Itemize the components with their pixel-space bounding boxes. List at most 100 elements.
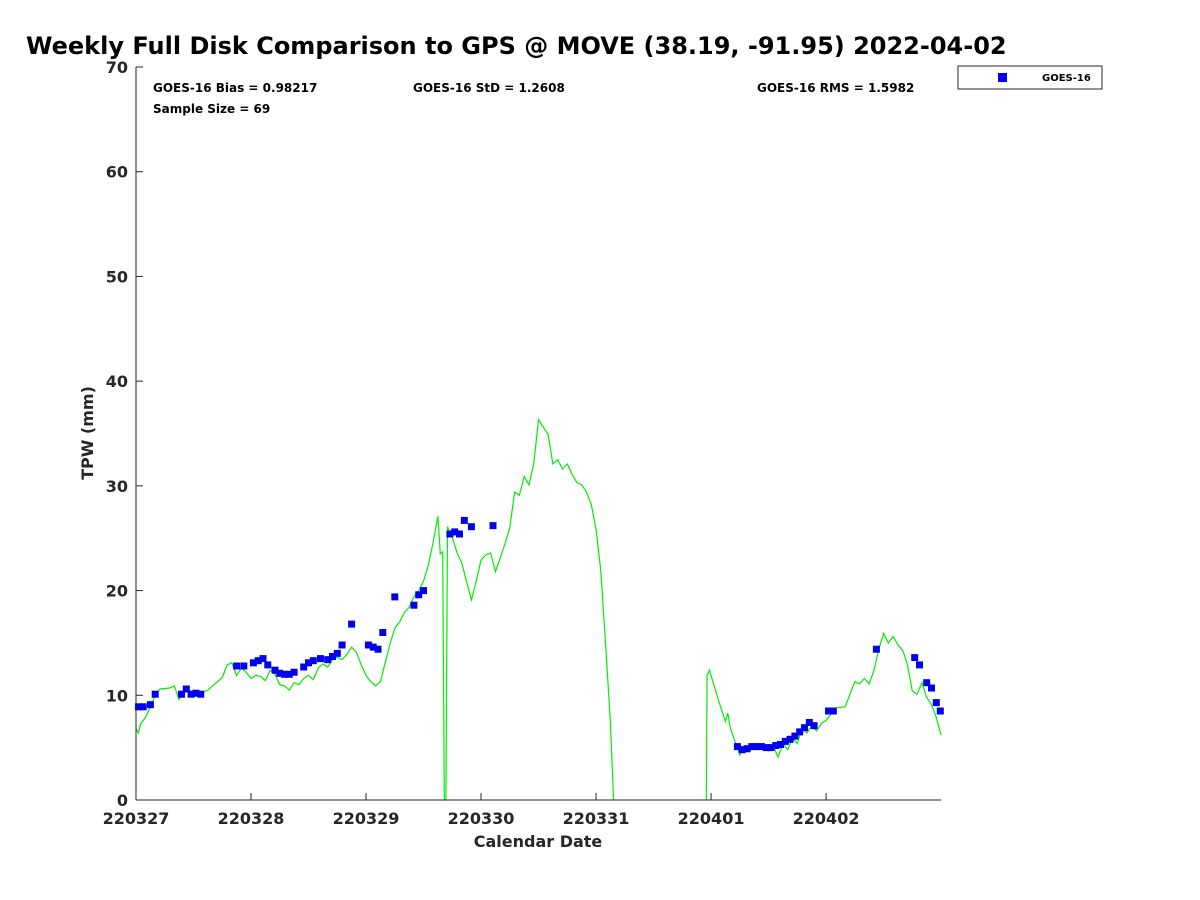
- goes16-point: [379, 629, 387, 636]
- goes16-point: [489, 522, 497, 530]
- goes16-point: [338, 641, 346, 649]
- goes16-point: [264, 661, 272, 669]
- goes16-point: [911, 654, 919, 662]
- x-tick-label: 220401: [678, 809, 745, 828]
- goes16-point: [932, 699, 940, 707]
- goes16-point: [271, 666, 279, 674]
- goes16-point: [916, 661, 923, 669]
- goes16-point: [772, 742, 780, 749]
- goes16-marker-layer: [134, 516, 944, 754]
- goes16-point: [825, 707, 832, 715]
- goes16-point: [420, 587, 427, 595]
- goes16-point: [139, 703, 147, 711]
- goes16-point: [254, 657, 262, 665]
- goes16-point: [928, 684, 935, 692]
- goes16-point: [233, 662, 241, 670]
- goes16-point: [276, 669, 284, 677]
- goes16-point: [281, 670, 289, 678]
- x-tick-label: 220330: [448, 809, 515, 828]
- plot-area: [136, 67, 941, 800]
- goes16-point: [743, 745, 751, 753]
- y-tick-label: 60: [106, 163, 128, 182]
- legend: GOES-16: [957, 65, 1103, 90]
- x-tick-label: 220328: [218, 809, 285, 828]
- x-tick-label: 220331: [563, 809, 630, 828]
- goes16-point: [317, 655, 324, 663]
- goes16-point: [460, 516, 468, 524]
- sample-size-stat: Sample Size = 69: [153, 102, 270, 116]
- goes16-point: [182, 685, 190, 693]
- x-tick-label: 220327: [103, 809, 170, 828]
- y-axis-title: TPW (mm): [78, 386, 97, 480]
- goes16-point: [410, 601, 418, 609]
- goes16-point: [446, 530, 454, 538]
- y-tick-label: 0: [117, 791, 128, 810]
- goes16-point: [762, 744, 770, 752]
- goes16-point: [300, 663, 308, 671]
- goes16-point: [872, 645, 880, 653]
- x-axis-ticks: 220327 220328 220329 220330 220331 220401 2204…: [103, 793, 860, 828]
- goes16-point: [391, 593, 399, 601]
- goes16-point: [290, 668, 298, 676]
- goes16-point: [456, 530, 463, 538]
- goes16-point: [197, 690, 205, 698]
- goes16-point: [801, 724, 808, 732]
- goes16-point: [249, 659, 257, 667]
- goes16-point: [285, 670, 293, 678]
- goes16-point: [451, 528, 459, 536]
- x-tick-label: 220329: [333, 809, 400, 828]
- y-tick-label: 10: [106, 686, 128, 705]
- goes16-point: [134, 703, 142, 711]
- legend-marker-goes16: [998, 73, 1007, 82]
- goes16-point: [805, 719, 813, 726]
- y-axis-ticks: 0 10 20 30 40 50 60 70: [106, 58, 143, 810]
- goes16-point: [369, 643, 377, 651]
- y-tick-label: 40: [106, 372, 128, 391]
- goes16-point: [415, 591, 423, 599]
- goes16-point: [796, 728, 804, 736]
- goes16-point: [374, 645, 382, 653]
- y-tick-label: 50: [106, 267, 128, 286]
- y-tick-label: 70: [106, 58, 128, 77]
- legend-label-goes16: GOES-16: [1042, 73, 1091, 84]
- goes16-point: [178, 690, 185, 698]
- goes16-point: [923, 679, 931, 687]
- goes16-point: [738, 746, 746, 754]
- rms-stat: GOES-16 RMS = 1.5982: [757, 81, 914, 95]
- chart-title: Weekly Full Disk Comparison to GPS @ MOV…: [26, 32, 1007, 60]
- goes16-point: [192, 689, 200, 697]
- goes16-point: [753, 743, 761, 751]
- goes16-point: [146, 701, 154, 709]
- goes16-point: [781, 737, 789, 745]
- goes16-point: [786, 735, 794, 743]
- goes16-point: [467, 523, 475, 531]
- goes16-point: [259, 655, 267, 663]
- goes16-point: [810, 722, 818, 730]
- goes16-point: [348, 620, 356, 628]
- goes16-point: [791, 732, 799, 740]
- goes16-point: [329, 653, 336, 660]
- goes16-point: [324, 656, 332, 664]
- y-tick-label: 30: [106, 477, 128, 496]
- std-stat: GOES-16 StD = 1.2608: [413, 81, 565, 95]
- goes16-point: [748, 743, 756, 751]
- x-tick-label: 220402: [793, 809, 860, 828]
- gps-tpw-line: [135, 418, 615, 801]
- goes16-point: [767, 744, 775, 752]
- bias-stat: GOES-16 Bias = 0.98217: [153, 81, 317, 95]
- goes16-point: [240, 662, 248, 670]
- x-axis-title: Calendar Date: [474, 832, 603, 851]
- goes16-point: [777, 741, 784, 748]
- y-tick-label: 20: [106, 582, 128, 601]
- legend-box: [957, 65, 1103, 90]
- goes16-point: [333, 649, 341, 657]
- goes16-point: [829, 707, 837, 715]
- goes16-point: [309, 657, 317, 665]
- goes16-point: [936, 707, 944, 715]
- goes16-point: [151, 690, 159, 698]
- goes16-point: [757, 743, 765, 751]
- goes16-point: [364, 641, 372, 649]
- goes16-point: [305, 659, 312, 667]
- goes16-point: [187, 690, 195, 698]
